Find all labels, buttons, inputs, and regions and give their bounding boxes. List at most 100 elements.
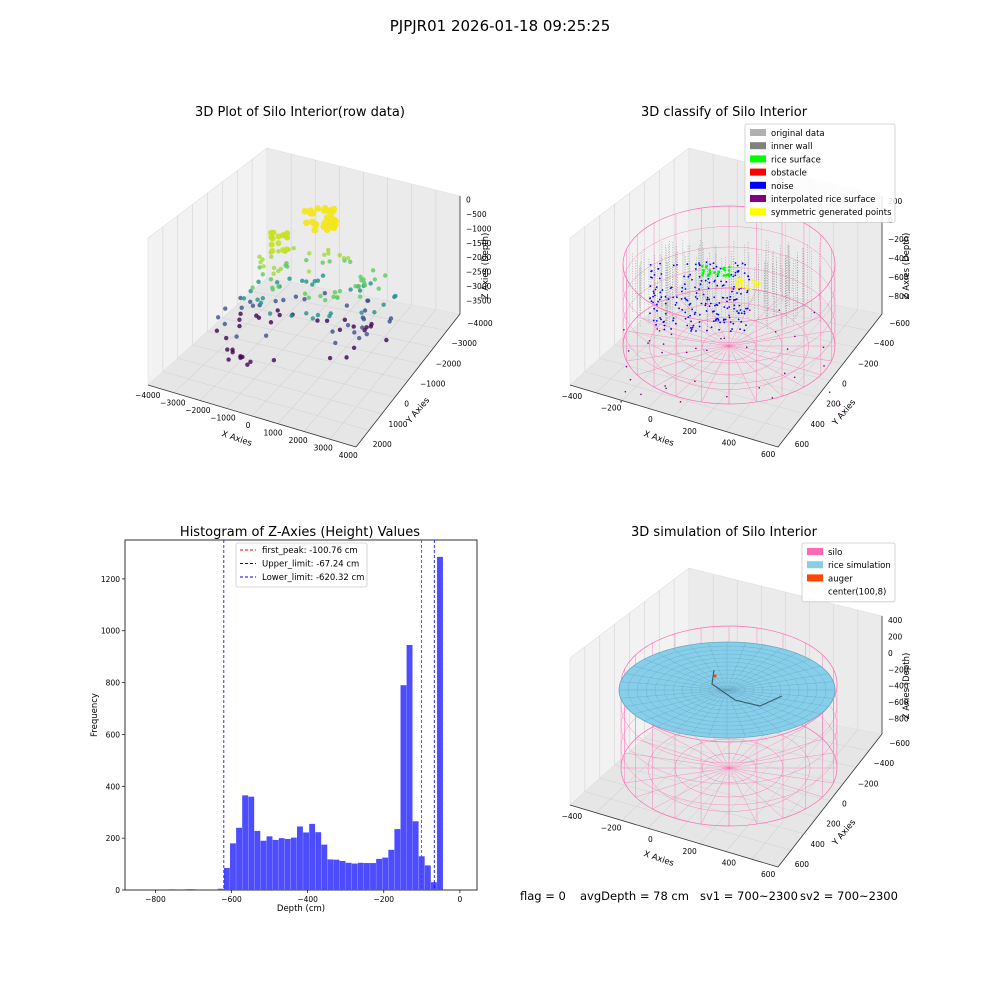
classify-noise-point [690, 330, 692, 332]
raw-point [239, 305, 244, 310]
simulation-spoke [624, 767, 730, 784]
raw-point [224, 335, 229, 341]
classify-noise-point [699, 283, 702, 286]
classify-interp-point [627, 350, 630, 352]
raw-point [268, 320, 274, 325]
classify-noise-point [718, 302, 721, 304]
classify-noise-point [734, 271, 737, 274]
classify-spoke [728, 295, 783, 347]
classify-noise-point [738, 288, 741, 291]
classify-rice-point [716, 272, 720, 276]
raw-point [245, 362, 250, 367]
raw-point [331, 294, 336, 300]
classify-legend-label: obstacle [771, 169, 807, 179]
simulation-mesh-spoke [657, 689, 728, 727]
raw-ytick-label: −1000 [420, 380, 446, 389]
raw-point [214, 328, 220, 333]
classify-sym-point [734, 283, 738, 287]
simulation-ticks: −400 −200 0 200 400 600 −600 −400 −200 0 200 400 600… [562, 616, 911, 879]
histogram-vlines [223, 540, 435, 890]
classify-noise-point [660, 296, 663, 298]
classify-noise-point [652, 301, 654, 304]
raw-point [342, 317, 348, 323]
raw-point [393, 293, 398, 299]
simulation-legend-swatch [807, 574, 823, 582]
classify-sym-point [736, 278, 740, 281]
classify-noise-point [689, 273, 692, 276]
simulation-mesh-spoke [672, 689, 728, 732]
raw-point [287, 276, 292, 281]
histogram-bar [223, 867, 230, 890]
simulation-xlabel: X Axies [642, 849, 675, 869]
classify-noise-point [664, 295, 667, 298]
raw-point [381, 302, 386, 307]
histogram-bar [345, 862, 352, 890]
simulation-xtick-label: 600 [761, 870, 776, 879]
classify-noise-point [656, 309, 658, 312]
simulation-mesh-spoke [708, 642, 728, 691]
histogram-xtick-label: −400 [297, 895, 318, 904]
classify-plot-xlabel: X Axies [642, 429, 675, 449]
classify-noise-point [729, 321, 732, 323]
classify-noise-point [654, 294, 656, 297]
raw-point [284, 234, 291, 241]
simulation-surface-ridge [711, 669, 783, 707]
raw-point [327, 214, 335, 222]
classify-legend-label: original data [771, 129, 825, 139]
classify-noise-point [712, 262, 715, 265]
histogram-bar [327, 859, 334, 890]
raw-point [348, 287, 353, 292]
classify-noise-point [707, 277, 710, 280]
simulation-spoke [728, 767, 784, 819]
classify-noise-point [661, 289, 664, 291]
simulation-mesh-spoke [633, 689, 728, 715]
classify-noise-point [700, 280, 703, 282]
classify-noise-point [707, 287, 710, 290]
raw-point [332, 290, 338, 295]
classify-sym-point [735, 281, 739, 284]
raw-point [289, 313, 294, 318]
classify-interp-point [771, 396, 774, 399]
raw-point [263, 333, 269, 338]
classify-noise-point [686, 299, 689, 302]
classify-rice-point [713, 271, 716, 274]
classify-noise-point [670, 286, 673, 289]
classify-noise-point [686, 324, 689, 327]
classify-xtick-label: 200 [682, 427, 697, 436]
simulation-mesh-spoke [672, 648, 728, 691]
classify-noise-point [694, 286, 696, 289]
simulation-ztick-label: −800 [888, 714, 909, 723]
raw-xtick-label: −4000 [135, 391, 161, 400]
raw-point [312, 279, 317, 284]
classify-rice-point [723, 266, 726, 270]
classify-noise-point [704, 279, 707, 282]
classify-rice-point [727, 269, 731, 272]
raw-point [353, 283, 358, 289]
histogram-bar [333, 859, 340, 890]
raw-point [360, 325, 365, 330]
simulation-mesh-spoke [726, 653, 797, 691]
raw-point [327, 259, 332, 264]
classify-noise-point [710, 326, 713, 329]
simulation-mesh-spoke [726, 681, 834, 691]
raw-ztick-label: 0 [466, 196, 471, 205]
classify-noise-point [652, 295, 654, 298]
classify-rice-point [728, 265, 731, 269]
simulation-mesh-spoke [726, 648, 782, 691]
classify-interp-point [670, 333, 673, 336]
raw-point [348, 259, 353, 265]
classify-sym-point [751, 278, 755, 282]
histogram-xlabel: Depth (cm) [277, 904, 325, 914]
simulation-mesh-spoke [620, 681, 728, 691]
classify-ytick-label: 400 [810, 420, 825, 429]
raw-point [362, 308, 368, 313]
classify-noise-point [714, 304, 716, 307]
histogram-legend-label: Upper_limit: -67.24 cm [262, 560, 359, 570]
simulation-xtick-label: −400 [562, 812, 583, 821]
raw-point [271, 265, 277, 271]
classify-noise-point [667, 298, 670, 300]
raw-plot-zlabel: Z Axies (Depth) [481, 233, 491, 300]
classify-sym-point [739, 281, 743, 285]
classify-spoke [653, 304, 730, 347]
classify-noise-point [694, 311, 697, 314]
